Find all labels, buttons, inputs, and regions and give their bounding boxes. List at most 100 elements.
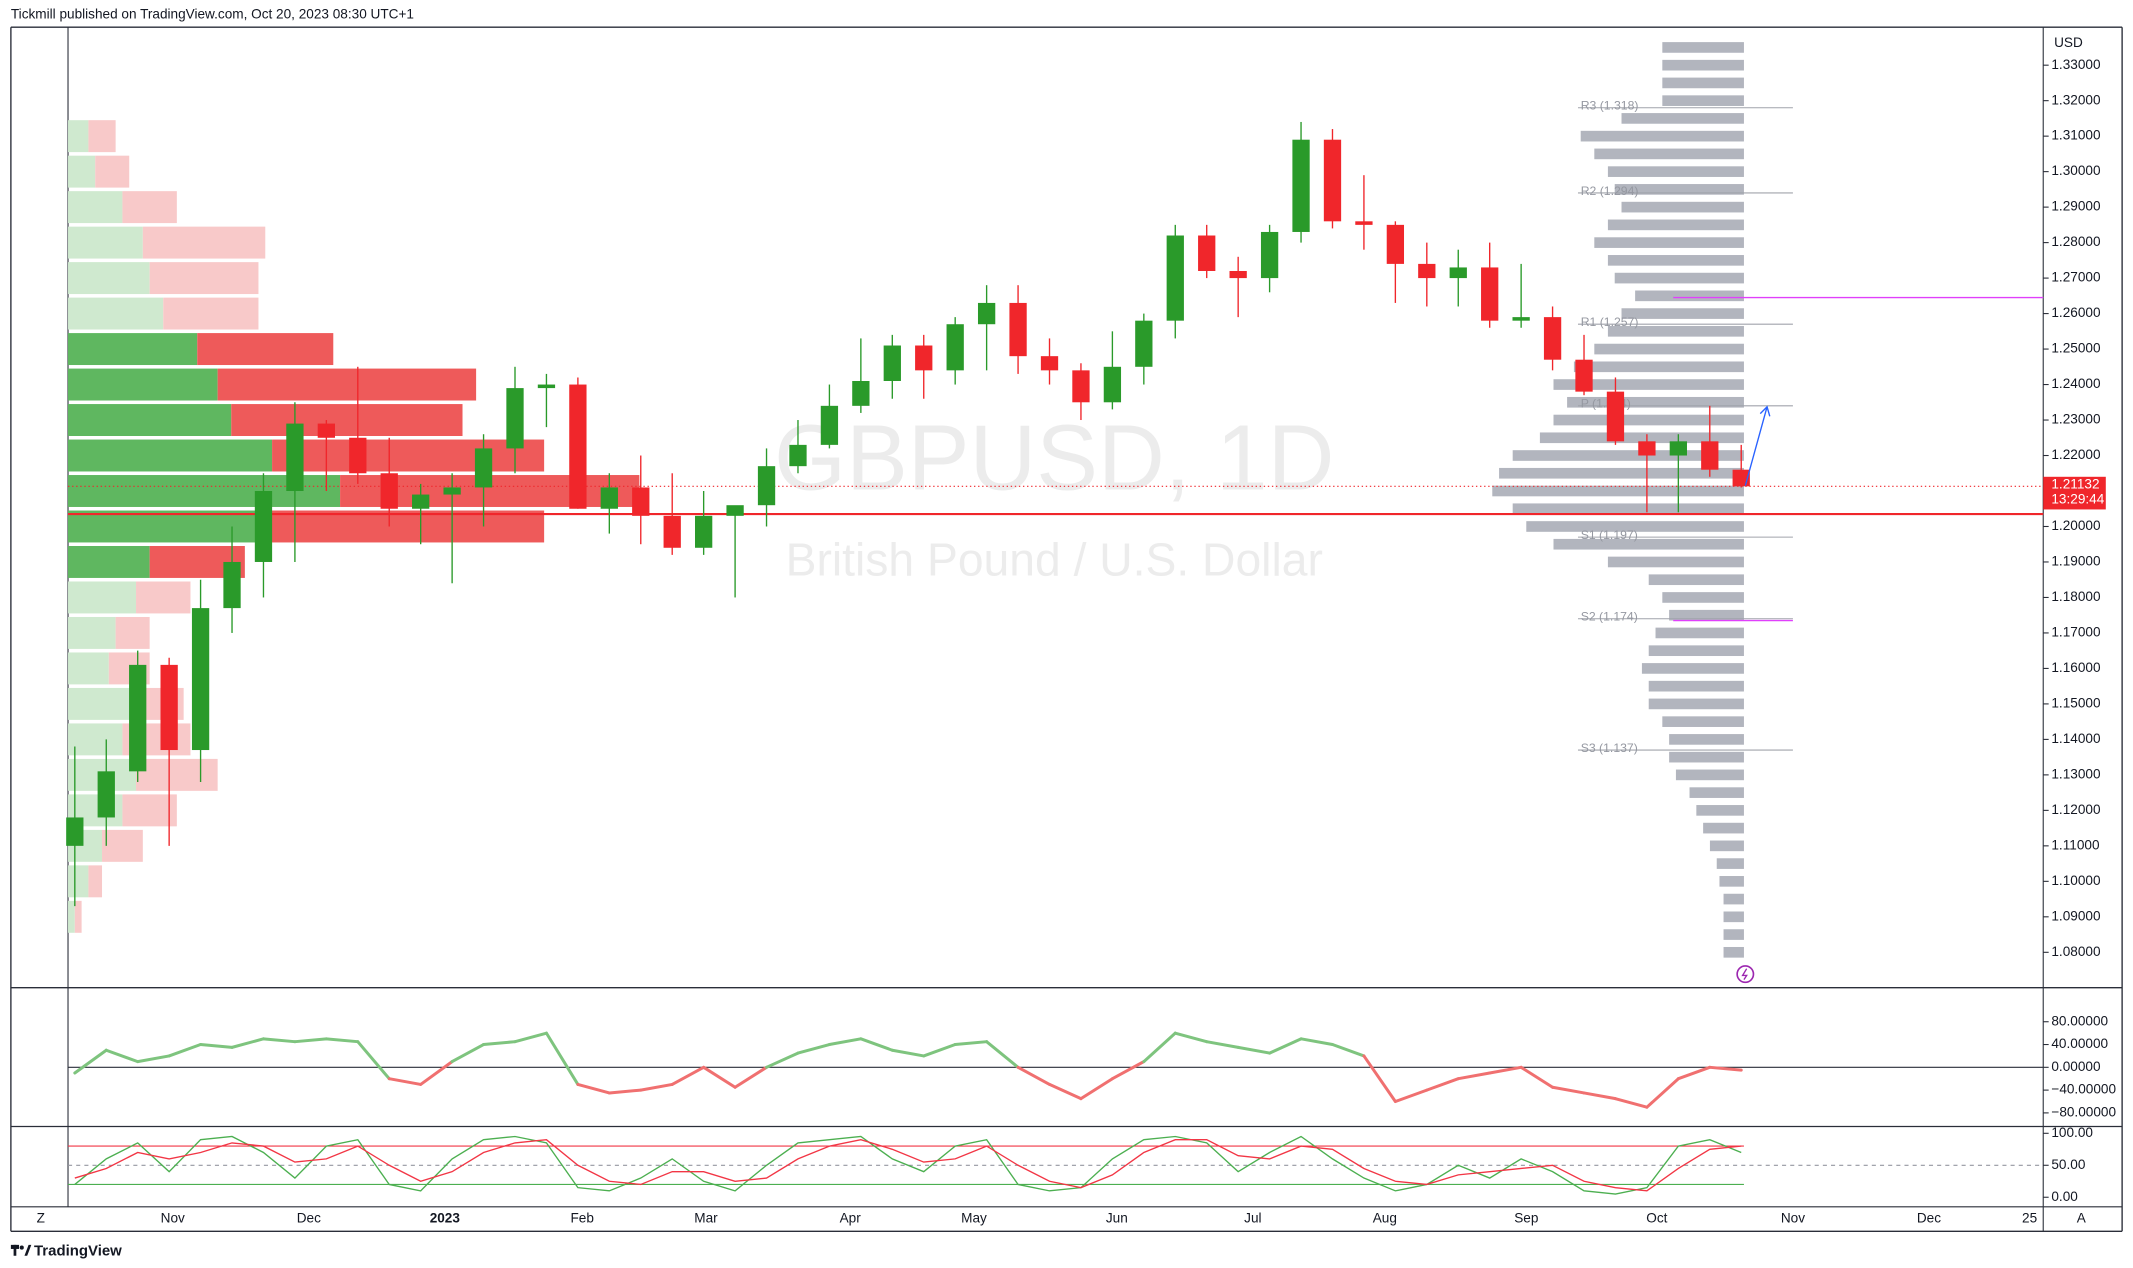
oscillator-segment: [796, 1043, 831, 1055]
profile-bar: [1512, 503, 1744, 515]
profile-up: [68, 581, 137, 614]
candle-body: [223, 561, 241, 609]
profile-bar: [1662, 95, 1744, 106]
pivot-label: R3 (1.318): [1581, 99, 1639, 113]
candle-body: [1323, 139, 1342, 222]
profile-up: [68, 191, 123, 224]
candle-body: [852, 380, 870, 406]
candle-body: [380, 473, 398, 509]
y-tick-label: 0.00: [2051, 1189, 2078, 1204]
profile-up: [68, 900, 75, 933]
y-tick-label: 1.09000: [2051, 908, 2101, 923]
candle-body: [1669, 441, 1687, 456]
oscillator-segment: [1330, 1043, 1366, 1058]
candle-body: [1166, 235, 1184, 321]
profile-bar: [1594, 343, 1744, 355]
auto-button[interactable]: A: [2077, 1211, 2087, 1226]
stoch-line: [74, 1135, 1742, 1195]
profile-bar: [1499, 467, 1744, 479]
logo-mark: [24, 1244, 32, 1256]
profile-bar: [1662, 42, 1744, 53]
profile-bar: [1669, 609, 1744, 621]
oscillator-segment: [576, 1082, 611, 1095]
oscillator-segment: [199, 1043, 234, 1049]
watermark: GBPUSD, 1D: [774, 406, 1334, 510]
y-tick-label: 1.30000: [2051, 163, 2101, 178]
profile-up: [68, 333, 198, 366]
auto-scale-button[interactable]: Z: [37, 1211, 45, 1226]
profile-down: [88, 865, 103, 898]
candle-body: [883, 345, 901, 381]
y-tick-label: 1.15000: [2051, 696, 2101, 711]
frame: [10, 26, 2123, 1232]
oscillator-segment: [1205, 1040, 1240, 1049]
candle-body: [317, 423, 335, 438]
oscillator-segment: [1613, 1097, 1649, 1109]
candle-body: [412, 494, 430, 509]
oscillator-segment: [513, 1031, 548, 1044]
profile-bar: [1607, 325, 1744, 337]
x-tick-label: 2023: [430, 1211, 461, 1226]
candle-body: [1260, 231, 1279, 279]
candle-body: [1386, 224, 1405, 264]
profile-bar: [1689, 787, 1744, 798]
profile-up: [68, 120, 89, 153]
candle-body: [129, 664, 147, 772]
profile-up: [68, 723, 123, 756]
profile-bar: [1607, 166, 1744, 177]
y-tick-label: 1.31000: [2051, 128, 2101, 143]
profile-up: [68, 226, 143, 259]
price-label: 1.21132: [2051, 477, 2099, 492]
oscillator-segment: [73, 1048, 108, 1075]
y-tick-label: 1.33000: [2051, 57, 2101, 72]
candle-body: [1072, 370, 1090, 403]
candle-body: [1418, 263, 1436, 279]
profile-bar: [1573, 361, 1744, 373]
profile-bar: [1723, 929, 1744, 940]
oscillator-segment: [1519, 1065, 1555, 1089]
candle-body: [695, 515, 713, 548]
x-tick-label: Mar: [694, 1211, 718, 1226]
pivot-label: R2 (1.294): [1581, 184, 1639, 198]
oscillator-segment: [419, 1060, 454, 1086]
oscillator-segment: [607, 1088, 643, 1095]
y-tick-label: −80.00000: [2051, 1104, 2116, 1119]
y-tick-label: 1.12000: [2051, 802, 2101, 817]
oscillator-segment: [1110, 1060, 1146, 1081]
x-tick-label: Nov: [161, 1211, 185, 1226]
profile-bar: [1614, 272, 1744, 284]
y-tick-label: 50.00: [2051, 1157, 2085, 1172]
profile-bar: [1723, 946, 1744, 958]
y-tick-label: 1.08000: [2051, 944, 2101, 959]
profile-down: [197, 333, 334, 366]
profile-down: [272, 439, 545, 472]
profile-bar: [1567, 396, 1744, 408]
pivot-label: S3 (1.137): [1581, 741, 1638, 755]
profile-bar: [1716, 858, 1744, 869]
x-tick-label: Sep: [1514, 1211, 1538, 1226]
profile-bar: [1648, 574, 1744, 586]
candle-body: [286, 423, 304, 492]
profile-bar: [1614, 184, 1744, 195]
oscillator-segment: [733, 1065, 769, 1089]
profile-bar: [1512, 450, 1744, 461]
y-tick-label: 1.18000: [2051, 589, 2101, 604]
profile-bar: [1662, 59, 1744, 71]
oscillator-segment: [136, 1054, 171, 1064]
oscillator-segment: [450, 1043, 486, 1064]
y-tick-label: 1.19000: [2051, 554, 2101, 569]
profile-bar: [1723, 893, 1744, 905]
x-tick-label: Jul: [1244, 1211, 1261, 1226]
profile-bar: [1662, 77, 1744, 89]
publish-header: Tickmill published on TradingView.com, O…: [11, 7, 414, 22]
profile-bar: [1607, 556, 1744, 568]
x-tick-label: Dec: [1917, 1211, 1941, 1226]
y-tick-label: 0.00000: [2051, 1059, 2101, 1074]
candle-body: [1606, 391, 1625, 442]
profile-down: [142, 226, 266, 259]
oscillator-segment: [702, 1065, 737, 1089]
oscillator-segment: [827, 1037, 863, 1047]
profile-bar: [1669, 734, 1744, 745]
oscillator-segment: [356, 1040, 391, 1081]
candle-body: [254, 491, 273, 562]
